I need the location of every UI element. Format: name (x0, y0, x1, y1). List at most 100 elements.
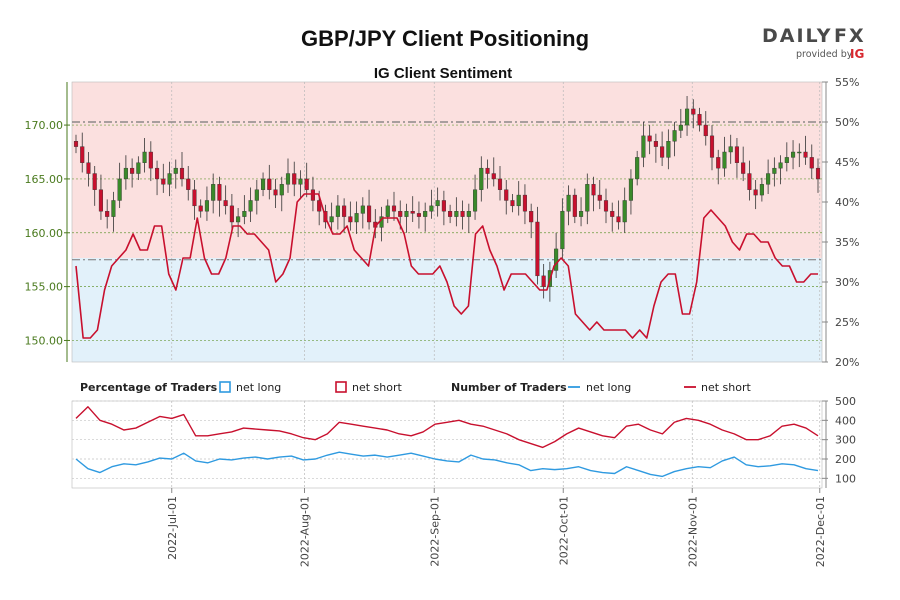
candle-body-70 (510, 200, 515, 207)
price-tick-3: 165.00 (25, 173, 64, 186)
candle-body-3 (92, 173, 97, 190)
count-tick-3: 400 (835, 414, 856, 427)
candle-body-80 (572, 194, 577, 217)
candle-body-38 (310, 189, 315, 201)
candle-body-118 (809, 157, 814, 169)
date-tick-2: 2022-Sep-01 (428, 496, 441, 567)
candle-body-82 (585, 184, 590, 212)
candle-body-47 (367, 205, 372, 223)
pct-tick-1: 25% (835, 316, 859, 329)
candle-body-97 (678, 124, 683, 131)
short-zone (72, 82, 822, 258)
candle-body-112 (772, 167, 777, 174)
candle-body-75 (541, 275, 546, 287)
legend-pct-long-swatch (219, 381, 231, 393)
candle-body-54 (410, 211, 415, 214)
pct-tick-2: 30% (835, 276, 859, 289)
candle-body-115 (791, 151, 796, 158)
candle-body-67 (491, 173, 496, 180)
legend: Percentage of Traders net long net short… (80, 381, 752, 394)
candle-body-98 (685, 108, 690, 126)
candle-body-114 (784, 157, 789, 163)
candle-body-28 (248, 200, 253, 212)
pct-tick-0: 20% (835, 356, 859, 369)
lower-panel-frame (71, 400, 823, 489)
candle-body-1 (80, 146, 85, 163)
date-tick-0: 2022-Jul-01 (166, 496, 179, 560)
candle-body-27 (242, 211, 247, 217)
candle-body-51 (391, 205, 397, 212)
candle-body-88 (622, 200, 627, 223)
date-tick-1: 2022-Aug-01 (299, 496, 312, 567)
candle-body-89 (628, 178, 633, 201)
candle-body-109 (753, 189, 758, 196)
candle-body-95 (666, 141, 671, 158)
candle-body-17 (179, 167, 185, 180)
candle-body-77 (554, 248, 559, 271)
candle-body-66 (485, 167, 490, 174)
upper-panel-frame (71, 81, 823, 363)
candle-body-78 (560, 211, 565, 250)
candle-body-36 (298, 178, 303, 185)
candle-body-5 (105, 211, 110, 217)
candle-body-79 (566, 194, 571, 212)
candle-body-18 (186, 178, 191, 190)
candle-body-119 (815, 167, 821, 180)
candle-body-113 (778, 162, 783, 169)
logo-brand-left: DAILY (762, 25, 832, 47)
count-line-net-short (75, 406, 819, 449)
candle-body-105 (728, 146, 733, 153)
candle-body-30 (261, 178, 266, 190)
candle-body-4 (98, 189, 103, 212)
candle-body-42 (335, 205, 340, 217)
candle-body-41 (329, 216, 334, 223)
candle-body-39 (317, 200, 322, 212)
candle-body-87 (616, 216, 621, 223)
candle-body-91 (641, 135, 646, 158)
candle-body-92 (647, 135, 652, 142)
candle-body-52 (398, 211, 403, 217)
count-line-net-long (75, 451, 819, 478)
candle-body-13 (155, 167, 160, 180)
candle-body-117 (803, 151, 808, 158)
candle-body-107 (741, 162, 746, 174)
candle-body-100 (697, 114, 702, 126)
candle-body-65 (479, 167, 484, 190)
candle-body-86 (610, 211, 615, 217)
logo-provided-by: provided by (796, 49, 853, 60)
candle-body-24 (223, 200, 228, 207)
chart-title: GBP/JPY Client Positioning (301, 26, 589, 51)
candle-body-6 (111, 200, 116, 217)
candle-body-37 (304, 178, 309, 190)
candle-body-63 (466, 211, 471, 217)
candle-body-96 (672, 130, 677, 142)
candle-body-34 (285, 173, 291, 185)
candle-body-104 (722, 151, 727, 169)
price-tick-0: 150.00 (25, 334, 64, 347)
price-tick-1: 155.00 (25, 281, 64, 294)
candle-body-20 (198, 205, 203, 212)
legend-percentage-title: Percentage of Traders (80, 381, 218, 394)
date-axis: 2022-Jul-01 2022-Aug-01 2022-Sep-01 2022-Oc… (166, 488, 827, 567)
legend-pct-short-swatch (335, 381, 347, 393)
candle-body-111 (766, 173, 771, 185)
candle-body-16 (173, 167, 178, 174)
candle-body-7 (117, 178, 122, 201)
candle-body-71 (516, 194, 521, 207)
candle-body-58 (435, 200, 440, 207)
candle-body-56 (423, 211, 428, 217)
candle-body-50 (385, 205, 390, 217)
candle-body-83 (591, 184, 596, 196)
candle-body-93 (653, 141, 658, 147)
candle-body-64 (473, 189, 478, 212)
candle-body-116 (797, 151, 802, 154)
candle-body-22 (211, 184, 216, 201)
candle-body-33 (279, 184, 284, 196)
candle-body-53 (404, 211, 409, 217)
candle-body-12 (148, 151, 153, 169)
candle-body-110 (759, 184, 764, 196)
candle-body-15 (167, 173, 172, 185)
candle-body-2 (86, 162, 91, 174)
candle-body-19 (192, 189, 197, 207)
candle-body-0 (73, 141, 79, 147)
